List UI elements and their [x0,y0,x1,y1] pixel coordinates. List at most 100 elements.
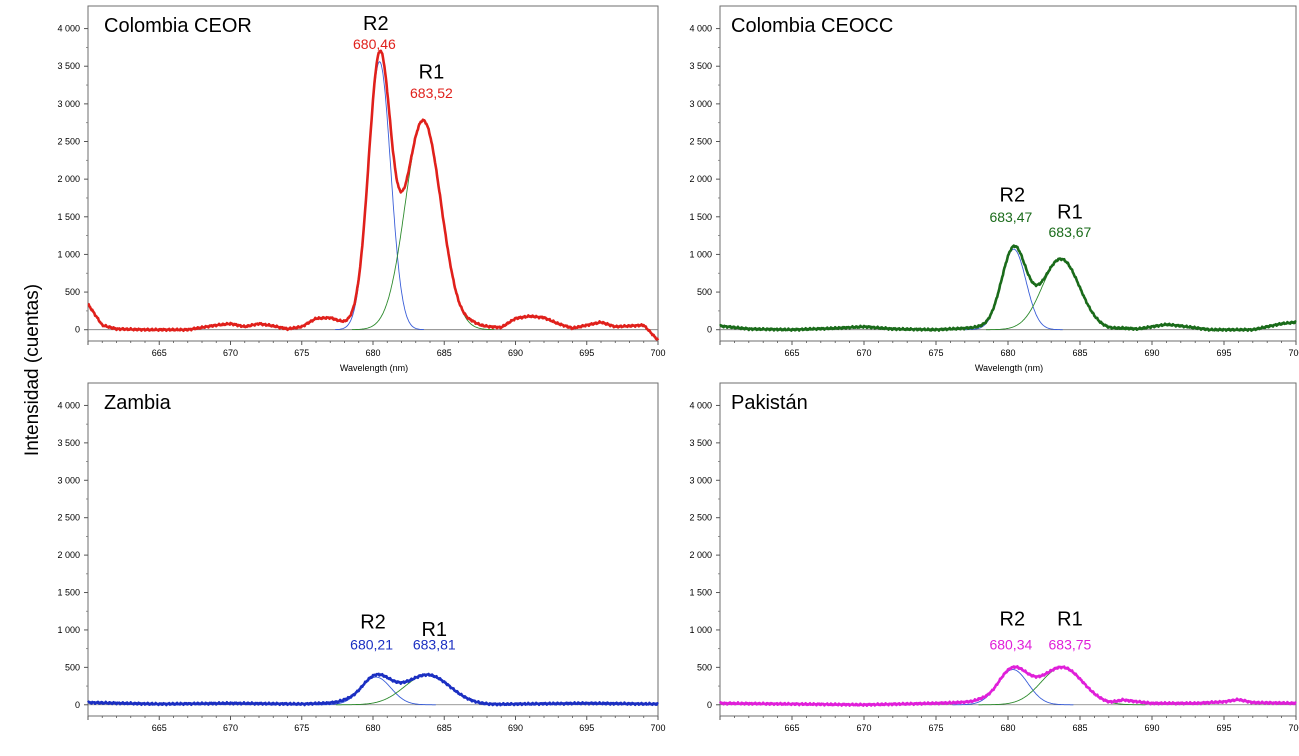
x-tick-label: 700 [650,723,665,733]
panel-title: Colombia CEOCC [731,15,893,37]
y-tick-label: 500 [697,662,712,672]
peak-fit-r1 [986,258,1136,331]
shared-y-axis-label: Intensidad (cuentas) [22,284,43,456]
x-tick-label: 690 [508,348,523,358]
chart-panel-colombia-ceocc: Colombia CEOCC Wavelength (nm) 0 500 1 000… [689,5,1299,373]
y-tick-label: 3 500 [689,438,712,448]
x-tick-label: 670 [223,348,238,358]
x-tick-label: 695 [579,348,594,358]
y-tick-label: 4 000 [57,24,80,34]
x-tick-label: 665 [784,348,799,358]
chart-panel-pakistan: Pakistán 0 500 1 000 1 500 2 000 2 500 3 000 3 … [689,382,1299,733]
panel-title: Zambia [104,392,172,414]
x-tick-label: 695 [1216,723,1231,733]
y-tick-label: 0 [75,325,80,335]
x-tick-label: 680 [1000,348,1015,358]
y-tick-label: 2 000 [57,174,80,184]
peak-fit-r1 [336,674,519,706]
peak-value-r2: 680,46 [353,36,396,52]
x-tick-label: 675 [928,723,943,733]
peak-value-r1: 683,75 [1049,636,1092,652]
x-tick-label: 700 [1288,723,1299,733]
x-tick-label: 665 [784,723,799,733]
y-tick-label: 2 500 [57,513,80,523]
y-tick-label: 1 000 [57,625,80,635]
peak-fit-r2 [964,248,1063,331]
x-tick-label: 670 [856,348,871,358]
x-tick-label: 680 [1000,723,1015,733]
x-tick-label: 675 [294,348,309,358]
x-tick-label: 690 [1144,348,1159,358]
peak-value-r2: 680,21 [350,636,393,652]
plot-frame [87,5,659,342]
spectrum-line [718,665,1297,707]
peak-fit-r2 [335,61,424,331]
x-tick-label: 680 [365,348,380,358]
panel-title: Colombia CEOR [104,15,252,37]
plot-frame [719,5,1297,342]
peak-label-r2: R2 [360,611,386,633]
x-tick-label: 700 [1288,348,1299,358]
y-tick-label: 4 000 [689,400,712,410]
x-tick-label: 670 [223,723,238,733]
peak-label-r1: R1 [1057,608,1083,630]
peak-label-r1: R1 [421,619,447,641]
y-tick-label: 1 000 [689,625,712,635]
plot-frame [87,382,659,717]
y-tick-label: 3 000 [689,99,712,109]
peak-fit-r2 [316,676,436,706]
y-tick-label: 1 500 [689,588,712,598]
peak-label-r2: R2 [363,13,389,35]
y-tick-label: 3 000 [689,475,712,485]
x-axis-label: Wavelength (nm) [340,363,408,373]
y-tick-label: 0 [707,700,712,710]
chart-panel-colombia-ceor: Colombia CEOR Wavelength (nm) 0 500 1 000 1… [57,5,666,373]
x-tick-label: 690 [508,723,523,733]
peak-label-r2: R2 [1000,185,1026,207]
x-tick-label: 670 [856,723,871,733]
y-tick-label: 1 000 [689,249,712,259]
peak-fit-r1 [351,119,495,331]
x-tick-label: 700 [650,348,665,358]
x-tick-label: 665 [152,723,167,733]
y-tick-label: 3 500 [57,438,80,448]
y-tick-label: 3 500 [689,61,712,71]
y-tick-label: 2 500 [57,137,80,147]
x-tick-label: 685 [1072,348,1087,358]
y-tick-label: 1 500 [689,212,712,222]
plot-frame [719,382,1297,717]
y-tick-label: 0 [75,700,80,710]
y-tick-label: 1 000 [57,249,80,259]
y-tick-label: 500 [65,287,80,297]
x-tick-label: 690 [1144,723,1159,733]
peak-value-r1: 683,52 [410,85,453,101]
peak-fit-r2 [952,669,1074,706]
spectrum-line [719,244,1297,332]
peak-value-r2: 683,47 [989,209,1032,225]
y-tick-label: 4 000 [57,400,80,410]
x-axis-label: Wavelength (nm) [975,363,1043,373]
x-tick-label: 685 [437,723,452,733]
y-tick-label: 3 000 [57,99,80,109]
x-tick-label: 685 [1072,723,1087,733]
y-tick-label: 2 000 [57,550,80,560]
y-tick-label: 2 000 [689,174,712,184]
x-tick-label: 665 [152,348,167,358]
peak-value-r2: 680,34 [989,636,1032,652]
peak-label-r1: R1 [1057,201,1083,223]
y-tick-label: 1 500 [57,588,80,598]
x-tick-label: 695 [579,723,594,733]
y-tick-label: 4 000 [689,24,712,34]
x-tick-label: 675 [294,723,309,733]
x-tick-label: 685 [437,348,452,358]
spectrum-line [87,49,660,341]
x-tick-label: 680 [365,723,380,733]
y-tick-label: 0 [707,325,712,335]
x-tick-label: 695 [1216,348,1231,358]
peak-label-r2: R2 [1000,608,1026,630]
peak-label-r1: R1 [419,61,445,83]
y-tick-label: 1 500 [57,212,80,222]
spectrum-line [87,672,659,707]
y-tick-label: 500 [65,662,80,672]
